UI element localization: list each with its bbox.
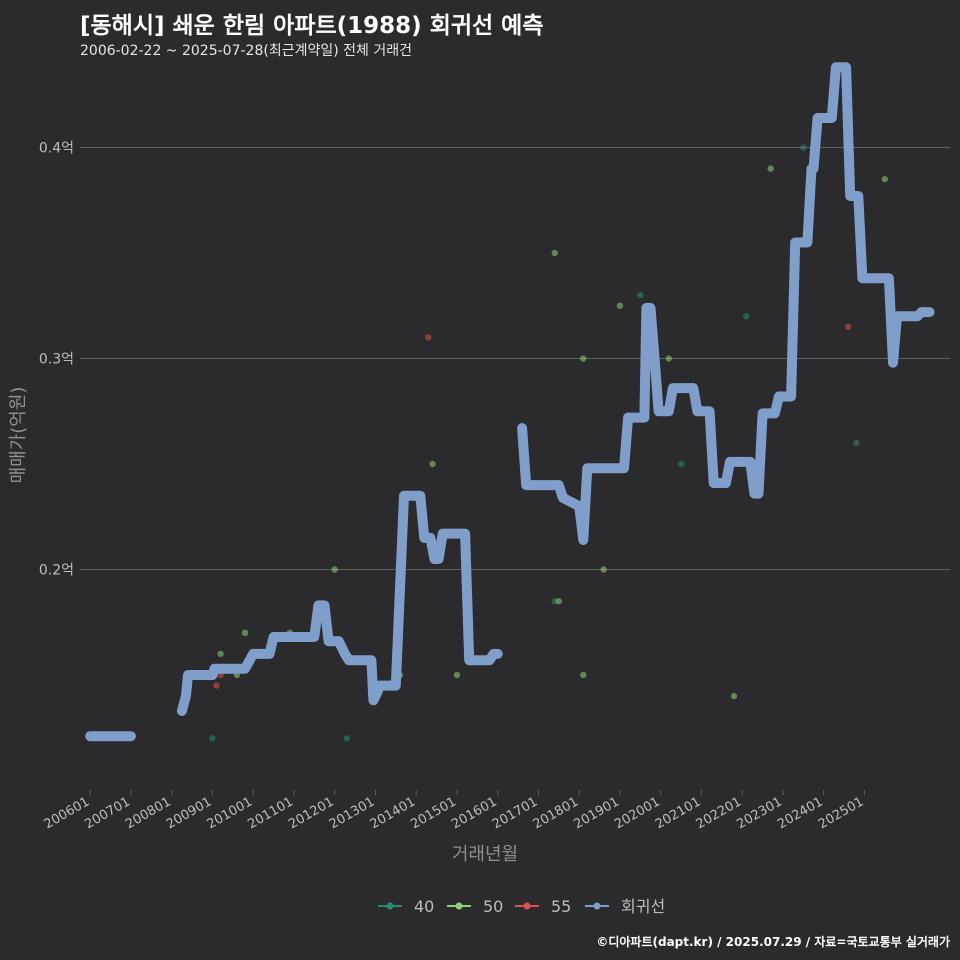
y-tick-label: 0.2억 — [39, 563, 74, 579]
legend-label: 55 — [551, 897, 571, 916]
legend-label: 회귀선 — [621, 897, 665, 916]
x-tick-label: 200601 — [42, 794, 92, 832]
scatter-point-s50 — [665, 355, 673, 362]
scatter-point-s40 — [637, 292, 644, 299]
x-tick-label: 201801 — [531, 794, 581, 832]
x-tick-label: 202101 — [653, 794, 703, 832]
legend-swatch-dot — [386, 902, 394, 910]
x-tick-label: 201901 — [571, 794, 621, 832]
scatter-point-s40 — [743, 313, 750, 320]
x-tick-label: 201501 — [408, 794, 458, 832]
scatter-point-s40 — [800, 144, 807, 151]
scatter-point-s50 — [580, 355, 587, 362]
scatter-point-s50 — [767, 165, 774, 172]
regression-line — [517, 62, 935, 545]
scatter-point-s50 — [429, 460, 436, 468]
chart-subtitle: 2006-02-22 ~ 2025-07-28(최근계약일) 전체 거래건 — [80, 43, 412, 59]
x-tick-label: 200901 — [164, 794, 214, 832]
x-tick-label: 202001 — [612, 794, 662, 832]
x-tick-label: 202201 — [694, 794, 744, 832]
x-tick-label: 201001 — [205, 794, 255, 832]
scatter-point-s50 — [580, 671, 587, 679]
source-credit: ©디아파트(dapt.kr) / 2025.07.29 / 자료=국토교통부 실… — [596, 935, 950, 949]
legend-swatch-dot — [593, 902, 601, 910]
x-tick-label: 201101 — [245, 794, 295, 832]
scatter-point-s50 — [241, 629, 249, 637]
scatter-point-s50 — [555, 597, 563, 605]
x-tick-label: 201201 — [286, 794, 336, 832]
scatter-point-s50 — [453, 671, 461, 679]
x-tick-label: 202401 — [775, 794, 825, 832]
x-tick-label: 200801 — [123, 794, 173, 832]
x-tick-label: 200701 — [82, 794, 132, 832]
legend-label: 40 — [414, 897, 434, 916]
scatter-point-s40 — [677, 460, 685, 468]
legend-swatch-dot — [523, 902, 531, 910]
x-tick-label: 202301 — [734, 794, 784, 832]
y-axis-title: 매매가(억원) — [8, 387, 29, 484]
x-tick-label: 201401 — [368, 794, 418, 832]
chart-title: [동해시] 쇄운 한림 아파트(1988) 회귀선 예측 — [80, 13, 544, 39]
legend-label: 50 — [483, 897, 503, 916]
scatter-point-s50 — [600, 566, 607, 573]
x-axis-title: 거래년월 — [452, 844, 518, 865]
scatter-point-s50 — [881, 175, 889, 183]
legend-swatch-dot — [455, 902, 463, 910]
regression-line — [176, 490, 503, 716]
x-tick-label: 201301 — [327, 794, 377, 832]
scatter-point-s50 — [331, 566, 338, 573]
scatter-point-s55 — [425, 334, 432, 341]
x-tick-label: 202501 — [816, 794, 866, 832]
x-tick-label: 201701 — [490, 794, 540, 832]
scatter-point-s55 — [213, 682, 220, 689]
scatter-point-s50 — [730, 692, 738, 700]
scatter-point-s50 — [616, 302, 624, 309]
scatter-point-s40 — [853, 439, 860, 447]
x-tick-label: 201601 — [449, 794, 499, 832]
scatter-point-s50 — [217, 650, 224, 658]
y-tick-label: 0.3억 — [39, 352, 74, 368]
scatter-point-s55 — [844, 323, 852, 331]
scatter-point-s40 — [343, 735, 351, 742]
scatter-point-s50 — [551, 249, 558, 257]
y-tick-label: 0.4억 — [39, 141, 74, 157]
scatter-point-s40 — [209, 735, 216, 742]
